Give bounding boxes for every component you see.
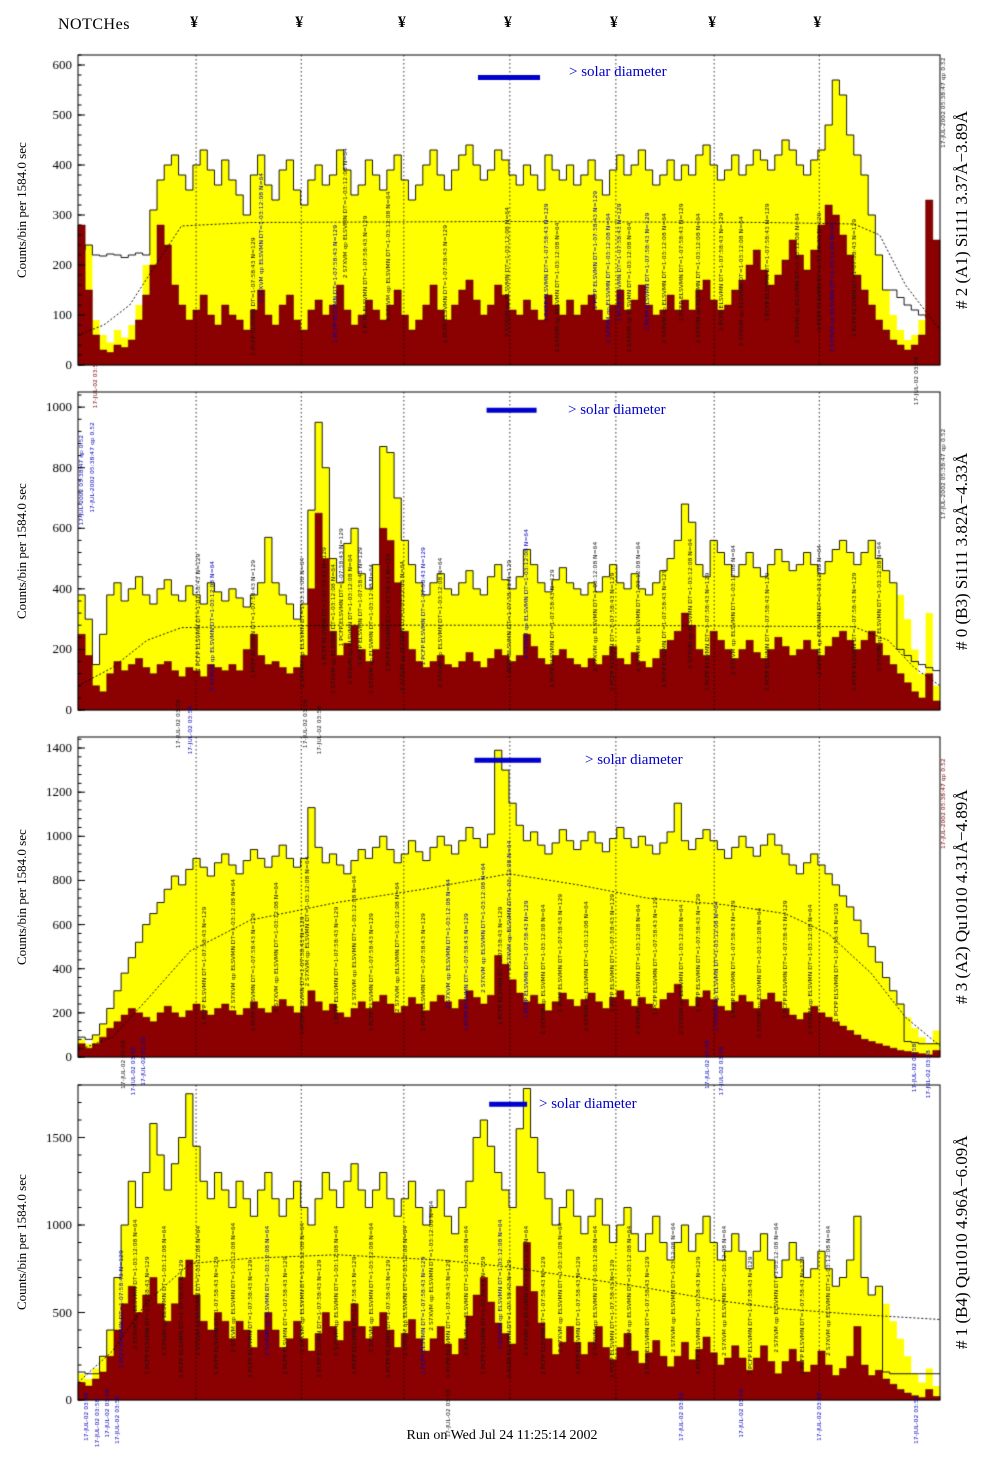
notch-yen-icon: ¥	[609, 14, 618, 31]
panel2-channel-label: # 0 (B3) Si111 3.82Å−4.33Å	[952, 452, 971, 650]
y-axis-label-panel2: Counts/bin per 1584.0 sec	[14, 483, 29, 619]
notch-yen-icon: ¥	[190, 14, 199, 31]
notches-label: NOTCHes	[58, 16, 130, 33]
notch-yen-icon: ¥	[397, 14, 406, 31]
panel4-channel-label: # 1 (B4) Qu1010 4.96Å−6.09Å	[952, 1135, 971, 1350]
notch-yen-icon: ¥	[503, 14, 512, 31]
solar-diameter-label-panel2: > solar diameter	[568, 402, 666, 418]
panel3-channel-label: # 3 (A2) Qu1010 4.31Å−4.89Å	[952, 789, 971, 1005]
solar-diameter-label-panel4: > solar diameter	[539, 1096, 637, 1112]
notch-yen-icon: ¥	[295, 14, 304, 31]
solar-diameter-label-panel1: > solar diameter	[569, 64, 667, 80]
run-timestamp: Run on Wed Jul 24 11:25:14 2002	[406, 1428, 598, 1443]
notch-yen-icon: ¥	[813, 14, 822, 31]
notch-yen-icon: ¥	[708, 14, 717, 31]
y-axis-label-panel3: Counts/bin per 1584.0 sec	[14, 829, 29, 965]
panel1-channel-label: # 2 (A1) Si111 3.37Å−3.89Å	[952, 110, 971, 310]
y-axis-label-panel4: Counts/bin per 1584.0 sec	[14, 1174, 29, 1311]
solar-diameter-label-panel3: > solar diameter	[585, 752, 683, 768]
y-axis-label-panel1: Counts/bin per 1584.0 sec	[14, 142, 29, 278]
